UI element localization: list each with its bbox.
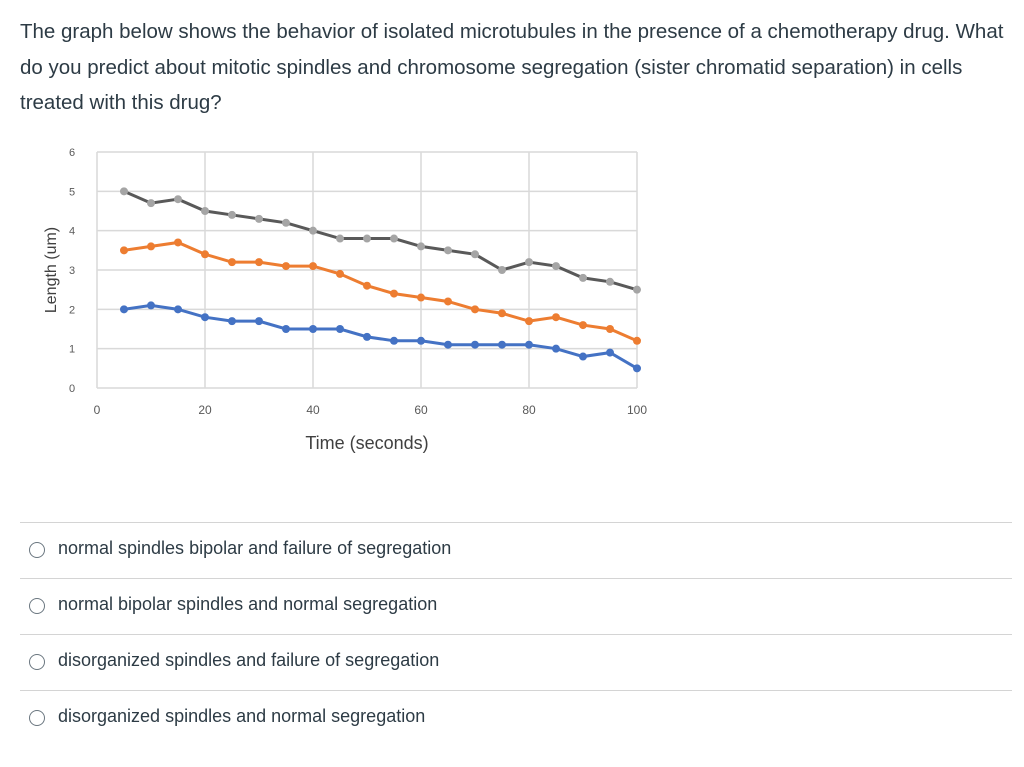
option-label: disorganized spindles and normal segrega…: [58, 706, 426, 726]
data-point: [525, 258, 533, 267]
x-tick-label: 40: [306, 403, 320, 417]
data-point: [147, 301, 155, 310]
data-point: [417, 293, 425, 302]
data-point: [606, 325, 614, 333]
series-line-3: [123, 303, 638, 370]
data-point: [336, 234, 344, 243]
data-point: [201, 313, 209, 322]
data-point: [255, 317, 263, 326]
data-point: [390, 234, 398, 243]
data-point: [471, 250, 479, 259]
y-tick-label: 0: [69, 383, 75, 395]
data-point: [390, 289, 398, 298]
data-point: [120, 246, 128, 255]
data-point: [336, 269, 344, 278]
data-point: [525, 317, 533, 326]
radio-button[interactable]: [29, 654, 45, 670]
series-line-1: [123, 189, 638, 292]
data-point: [201, 207, 209, 215]
data-point: [309, 226, 317, 235]
data-point: [174, 305, 182, 314]
data-point: [390, 336, 398, 345]
x-axis-label: Time (seconds): [305, 433, 428, 453]
y-tick-label: 5: [69, 186, 75, 198]
data-point: [417, 242, 425, 251]
y-tick-label: 6: [69, 147, 75, 159]
data-point: [228, 210, 236, 219]
x-tick-label: 80: [522, 403, 536, 417]
x-tick-label: 60: [414, 403, 428, 417]
radio-button[interactable]: [29, 598, 45, 614]
data-point: [444, 297, 452, 306]
data-point: [282, 262, 290, 271]
data-point: [525, 340, 533, 349]
x-tick-label: 100: [627, 403, 647, 417]
data-point: [471, 305, 479, 314]
series-line-2: [123, 240, 638, 343]
data-point: [120, 305, 128, 314]
data-point: [444, 340, 452, 349]
answer-option-4[interactable]: disorganized spindles and normal segrega…: [20, 690, 1012, 726]
data-point: [444, 246, 452, 255]
answer-option-1[interactable]: normal spindles bipolar and failure of s…: [20, 522, 1012, 578]
data-point: [282, 218, 290, 227]
data-point: [552, 313, 560, 322]
data-point: [363, 281, 371, 290]
data-point: [255, 214, 263, 223]
y-tick-label: 2: [69, 304, 75, 316]
data-point: [579, 321, 587, 330]
data-point: [498, 266, 506, 274]
data-point: [174, 195, 182, 204]
data-point: [201, 250, 209, 259]
y-tick-label: 3: [69, 265, 75, 277]
data-point: [579, 273, 587, 282]
y-axis-label: Length (um): [43, 227, 60, 313]
y-tick-label: 1: [69, 344, 75, 356]
data-point: [633, 336, 641, 345]
data-point: [552, 344, 560, 353]
x-tick-label: 0: [94, 403, 101, 417]
data-point: [471, 340, 479, 349]
data-point: [282, 325, 290, 333]
option-label: normal bipolar spindles and normal segre…: [58, 594, 438, 614]
data-point: [417, 336, 425, 345]
data-point: [309, 325, 317, 333]
data-point: [228, 258, 236, 267]
x-tick-label: 20: [198, 403, 212, 417]
data-point: [228, 317, 236, 326]
data-point: [606, 348, 614, 357]
data-point: [633, 285, 641, 294]
option-label: normal spindles bipolar and failure of s…: [58, 538, 452, 558]
data-point: [174, 238, 182, 247]
answer-option-2[interactable]: normal bipolar spindles and normal segre…: [20, 578, 1012, 634]
option-label: disorganized spindles and failure of seg…: [58, 650, 440, 670]
data-point: [633, 364, 641, 373]
data-point: [579, 352, 587, 361]
answer-option-3[interactable]: disorganized spindles and failure of seg…: [20, 634, 1012, 690]
data-point: [120, 187, 128, 196]
data-point: [552, 262, 560, 271]
data-point: [606, 277, 614, 286]
data-point: [363, 332, 371, 341]
data-point: [498, 340, 506, 349]
data-point: [309, 262, 317, 271]
question-text: The graph below shows the behavior of is…: [20, 20, 1004, 114]
data-point: [147, 199, 155, 208]
data-point: [147, 242, 155, 251]
data-point: [255, 258, 263, 267]
y-tick-label: 4: [69, 226, 75, 238]
data-point: [336, 325, 344, 333]
data-point: [363, 234, 371, 243]
radio-button[interactable]: [29, 542, 45, 558]
radio-button[interactable]: [29, 710, 45, 726]
data-point: [498, 309, 506, 318]
